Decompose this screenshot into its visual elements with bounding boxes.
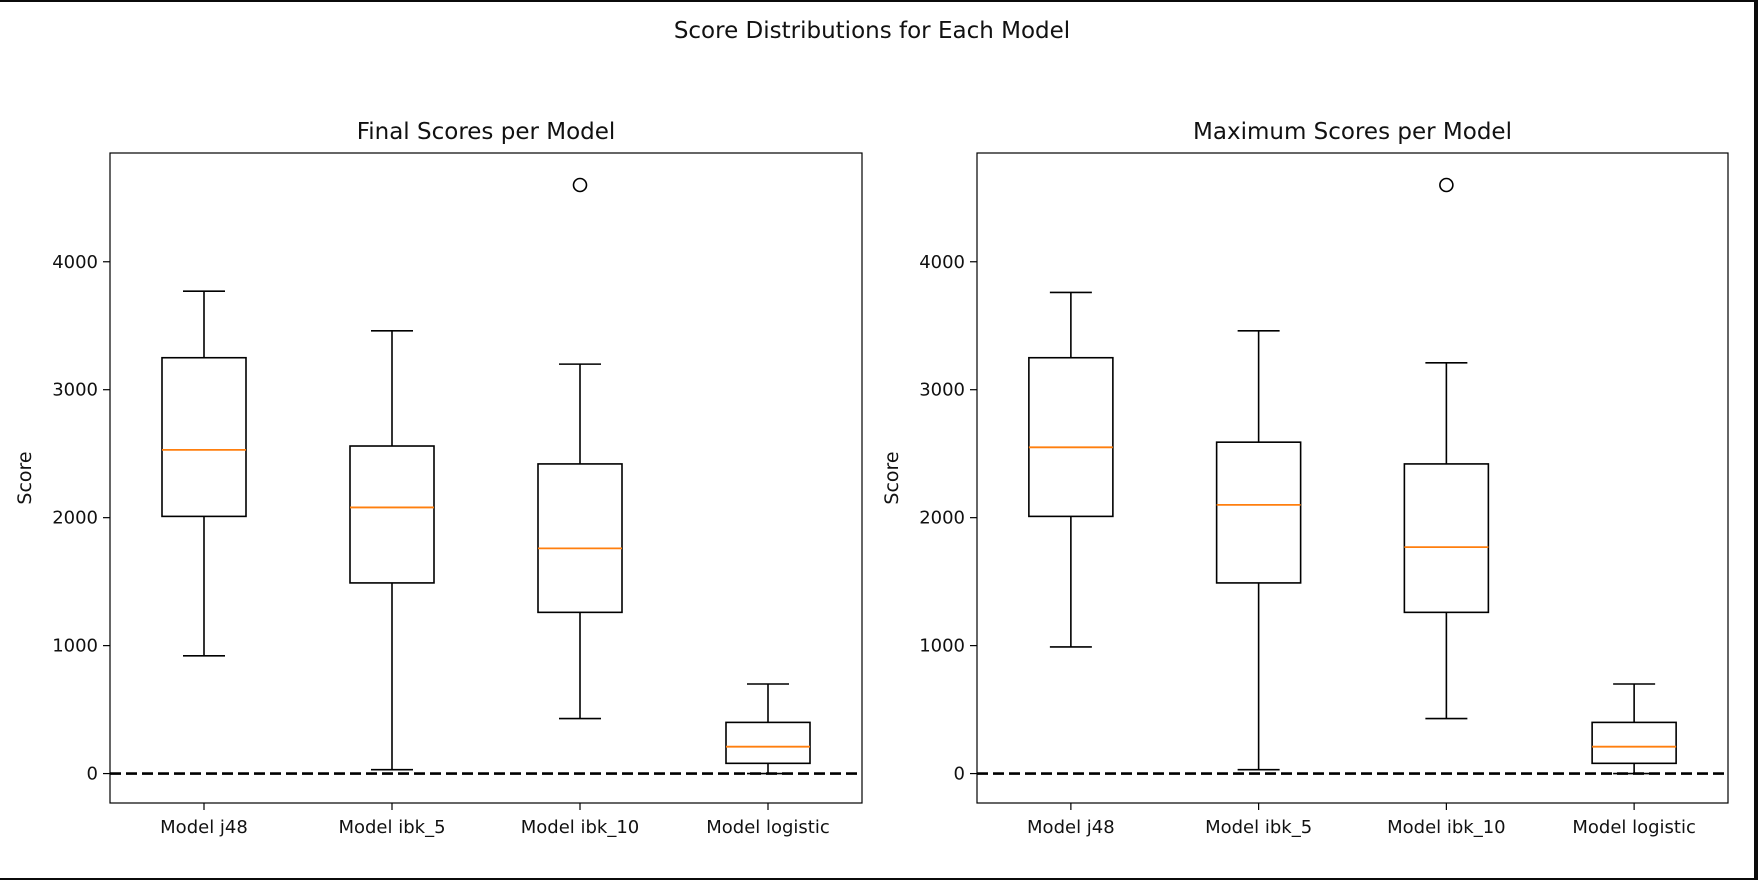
box-1 — [1215, 330, 1302, 771]
x-tick-label: Model j48 — [160, 817, 248, 838]
box-2 — [537, 177, 623, 720]
box-2 — [1403, 177, 1490, 720]
box-1 — [349, 330, 435, 771]
iqr-box — [1215, 441, 1302, 584]
y-tick-label: 4000 — [919, 252, 965, 273]
iqr-box — [725, 721, 811, 765]
y-tick-label: 4000 — [52, 252, 98, 273]
x-tick-label: Model logistic — [1572, 817, 1696, 838]
axes-frame — [976, 152, 1729, 804]
box-0 — [161, 290, 247, 657]
chart-panel-0: Final Scores per Model Score 0 1000 2000 3000… — [14, 119, 863, 838]
x-tick-label: Model j48 — [1027, 817, 1115, 838]
y-tick-label: 2000 — [52, 508, 98, 529]
y-tick-label: 0 — [954, 764, 965, 785]
y-tick-label: 1000 — [52, 636, 98, 657]
iqr-box — [537, 463, 623, 614]
x-tick-label: Model ibk_5 — [338, 817, 445, 838]
iqr-box — [349, 445, 435, 584]
iqr-box — [161, 356, 247, 518]
y-tick-label: 1000 — [919, 636, 965, 657]
figure-suptitle: Score Distributions for Each Model — [674, 18, 1070, 44]
x-tick-label: Model ibk_10 — [521, 817, 640, 838]
x-tick-label: Model logistic — [706, 817, 830, 838]
chart-panel-1: Maximum Scores per Model Score 0 1000 2000 30… — [881, 119, 1729, 838]
y-tick-label: 3000 — [919, 380, 965, 401]
y-axis-label: Score — [881, 451, 903, 504]
box-3 — [1591, 683, 1677, 775]
axes-frame — [109, 152, 863, 804]
outlier-point — [1439, 177, 1454, 193]
y-tick-label: 0 — [87, 764, 98, 785]
y-tick-label: 3000 — [52, 380, 98, 401]
iqr-box — [1403, 463, 1490, 614]
iqr-box — [1591, 721, 1677, 765]
box-0 — [1028, 291, 1114, 648]
y-axis-label: Score — [14, 451, 36, 504]
outlier-point — [572, 177, 588, 193]
y-tick-label: 2000 — [919, 508, 965, 529]
subplot-title: Final Scores per Model — [357, 119, 616, 145]
iqr-box — [1028, 356, 1114, 518]
box-3 — [725, 683, 811, 775]
x-tick-label: Model ibk_10 — [1387, 817, 1506, 838]
subplot-title: Maximum Scores per Model — [1193, 119, 1512, 145]
x-tick-label: Model ibk_5 — [1205, 817, 1312, 838]
